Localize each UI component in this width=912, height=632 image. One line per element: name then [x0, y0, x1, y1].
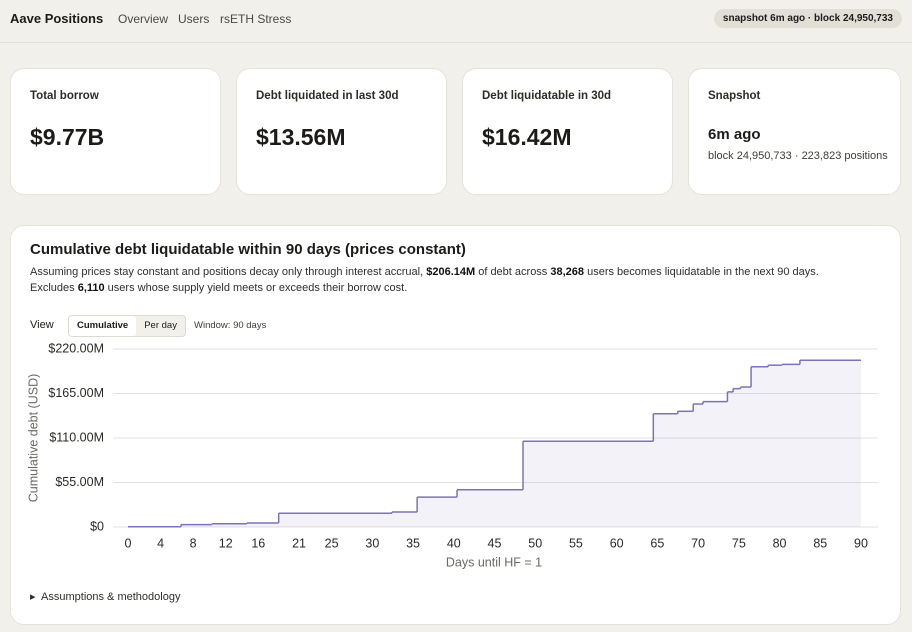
x-tick-label: 70: [691, 536, 705, 550]
x-tick-label: 8: [190, 536, 197, 550]
x-tick-label: 25: [325, 536, 339, 550]
text: Assuming prices stay constant and positi…: [30, 266, 427, 278]
snapshot-badge: snapshot 6m ago · block 24,950,733: [713, 9, 902, 28]
x-tick-label: 60: [610, 536, 624, 550]
card-value: $9.77B: [30, 124, 105, 150]
text: 38,268: [550, 266, 585, 278]
details-label: Assumptions & methodology: [41, 591, 181, 603]
view-toggle: Cumulative Per day: [68, 315, 186, 337]
panel-description: Excludes 6,110 users whose supply yield …: [30, 282, 890, 294]
y-tick-label: $165.00M: [48, 386, 104, 400]
text: users whose supply yield meets or exceed…: [104, 282, 408, 294]
x-tick-label: 35: [406, 536, 420, 550]
card-value: $13.56M: [256, 124, 346, 150]
x-tick-label: 75: [732, 536, 746, 550]
y-tick-label: $220.00M: [48, 341, 104, 355]
stat-card: Snapshot 6m ago block 24,950,733 · 223,8…: [688, 68, 901, 195]
area-fill: [128, 360, 861, 527]
x-tick-label: 16: [251, 536, 265, 550]
x-tick-label: 21: [292, 536, 306, 550]
x-tick-label: 45: [488, 536, 502, 550]
app-title[interactable]: Aave Positions: [10, 11, 104, 26]
stat-card: Debt liquidatable in 30d $16.42M: [462, 68, 673, 195]
card-label: Debt liquidatable in 30d: [482, 90, 612, 102]
chart-panel: Cumulative debt liquidatable within 90 d…: [10, 225, 901, 625]
x-tick-label: 80: [773, 536, 787, 550]
details-toggle[interactable]: ▸ Assumptions & methodology: [30, 591, 181, 603]
x-tick-label: 90: [854, 536, 868, 550]
y-tick-label: $55.00M: [55, 475, 104, 489]
x-axis-title: Days until HF = 1: [446, 555, 542, 569]
card-label: Debt liquidated in last 30d: [256, 90, 399, 102]
panel-title: Cumulative debt liquidatable within 90 d…: [30, 241, 466, 258]
nav-link[interactable]: Users: [178, 12, 210, 26]
card-value: $16.42M: [482, 124, 572, 150]
x-tick-label: 55: [569, 536, 583, 550]
text: users becomes liquidatable in the next 9…: [584, 266, 819, 278]
y-tick-label: $0: [90, 519, 104, 533]
card-sub: block 24,950,733 · 223,823 positions: [708, 150, 888, 162]
card-label: Snapshot: [708, 90, 761, 102]
panel-description: Assuming prices stay constant and positi…: [30, 266, 890, 278]
toggle-option[interactable]: Per day: [144, 320, 177, 331]
text: of debt across: [475, 266, 551, 278]
y-tick-label: $110.00M: [49, 430, 104, 444]
x-tick-label: 30: [365, 536, 379, 550]
x-tick-label: 0: [125, 536, 132, 550]
text: Excludes: [30, 282, 78, 294]
card-label: Total borrow: [30, 90, 99, 102]
text: $206.14M: [426, 266, 476, 278]
toggle-option[interactable]: Cumulative: [69, 316, 137, 336]
header: Aave Positions Overview Users rsETH Stre…: [0, 0, 912, 43]
stat-card: Total borrow $9.77B: [10, 68, 221, 195]
nav-link[interactable]: rsETH Stress: [220, 12, 292, 26]
view-label: View: [30, 319, 54, 331]
y-axis-title: Cumulative debt (USD): [26, 374, 40, 503]
stat-card: Debt liquidated in last 30d $13.56M: [236, 68, 447, 195]
nav-link[interactable]: Overview: [118, 12, 169, 26]
text: 6,110: [77, 282, 105, 294]
x-tick-label: 4: [157, 536, 164, 550]
window-label: Window: 90 days: [194, 320, 267, 331]
chart: Cumulative debt (USD) Days until HF = 1 …: [26, 341, 878, 569]
card-value: 6m ago: [708, 126, 761, 143]
x-tick-label: 85: [813, 536, 827, 550]
x-tick-label: 40: [447, 536, 461, 550]
x-tick-label: 12: [219, 536, 233, 550]
x-tick-label: 50: [528, 536, 542, 550]
x-tick-label: 65: [650, 536, 664, 550]
